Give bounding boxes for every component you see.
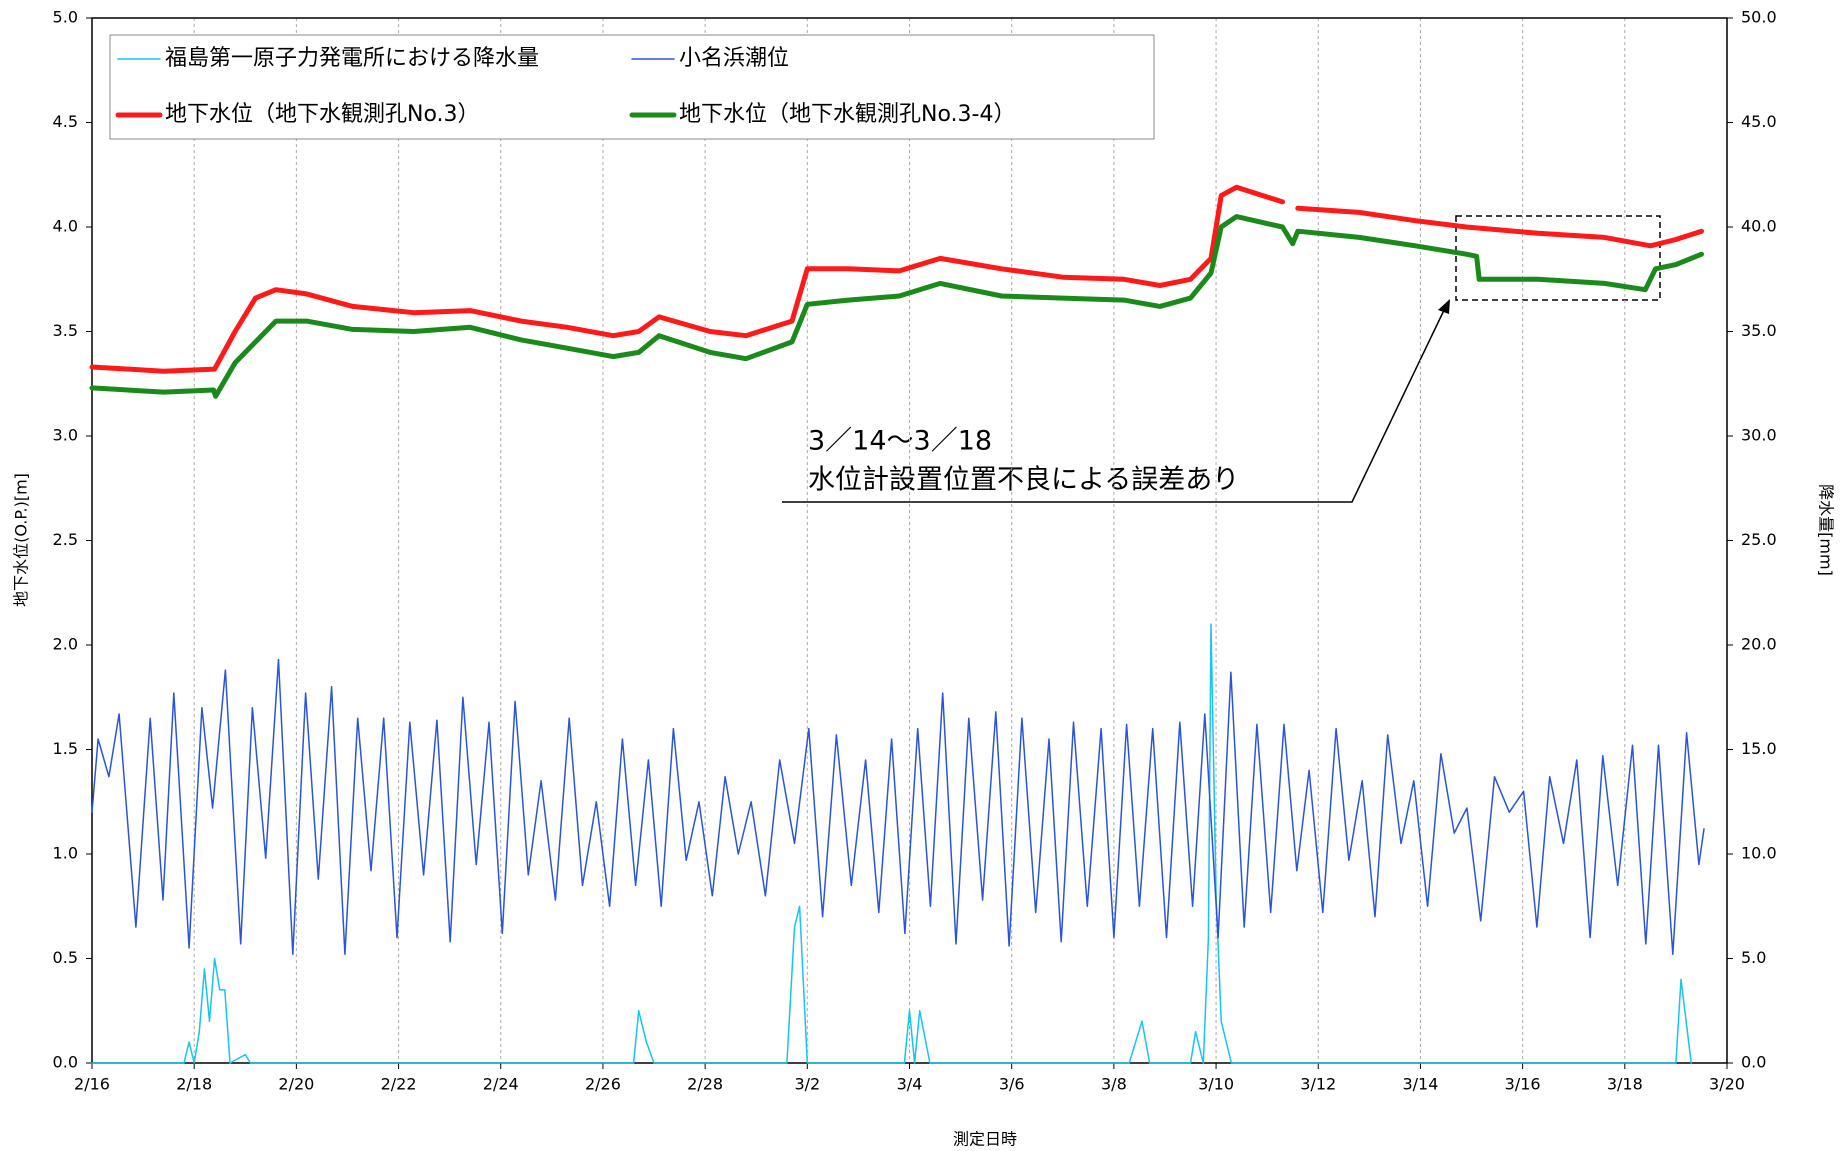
y-axis-label: 地下水位(O.P.)[m] bbox=[12, 473, 31, 607]
y2-tick-label: 25.0 bbox=[1741, 530, 1777, 549]
series-line bbox=[89, 184, 1704, 374]
legend-label: 地下水位（地下水観測孔No.3-4） bbox=[679, 102, 1015, 127]
x-tick-label: 3/8 bbox=[1101, 1075, 1127, 1094]
y2-tick-label: 5.0 bbox=[1741, 948, 1766, 967]
legend-label: 福島第一原子力発電所における降水量 bbox=[165, 46, 539, 71]
y2-axis-label: 降水量[mm] bbox=[1817, 484, 1836, 576]
legend-label: 小名浜潮位 bbox=[679, 46, 789, 71]
legend-label: 地下水位（地下水観測孔No.3） bbox=[165, 102, 480, 127]
annotation-leader bbox=[782, 305, 1447, 503]
x-tick-label: 2/18 bbox=[176, 1075, 212, 1094]
y2-tick-label: 0.0 bbox=[1741, 1053, 1766, 1072]
plot-frame bbox=[91, 17, 1728, 1064]
y-tick-label: 2.0 bbox=[53, 635, 78, 654]
y2-tick-label: 50.0 bbox=[1741, 8, 1777, 27]
x-tick-label: 2/22 bbox=[381, 1075, 417, 1094]
highlight-box bbox=[1455, 215, 1661, 301]
annotation: 3／14～3／18 bbox=[808, 426, 992, 457]
y2-tick-label: 30.0 bbox=[1741, 426, 1777, 445]
x-tick-label: 3/6 bbox=[999, 1075, 1025, 1094]
y-tick-label: 1.0 bbox=[53, 844, 78, 863]
x-tick-label: 3/18 bbox=[1607, 1075, 1643, 1094]
y-tick-label: 3.5 bbox=[53, 321, 78, 340]
x-tick-label: 3/4 bbox=[897, 1075, 923, 1094]
y-tick-label: 3.0 bbox=[53, 426, 78, 445]
arrow-head bbox=[1438, 299, 1450, 314]
x-tick-label: 2/20 bbox=[278, 1075, 314, 1094]
x-tick-label: 2/28 bbox=[687, 1075, 723, 1094]
y-tick-label: 2.5 bbox=[53, 530, 78, 549]
y2-tick-label: 10.0 bbox=[1741, 844, 1777, 863]
grid bbox=[193, 18, 1626, 1063]
x-tick-label: 2/24 bbox=[483, 1075, 519, 1094]
legend-box bbox=[109, 34, 1155, 140]
x-tick-label: 3/12 bbox=[1300, 1075, 1336, 1094]
y-tick-label: 5.0 bbox=[53, 8, 78, 27]
x-tick-label: 3/20 bbox=[1709, 1075, 1745, 1094]
x-tick-label: 3/10 bbox=[1198, 1075, 1234, 1094]
annotation: 水位計設置位置不良による誤差あり bbox=[808, 465, 1239, 496]
y2-tick-label: 15.0 bbox=[1741, 739, 1777, 758]
y-tick-label: 4.5 bbox=[53, 112, 78, 131]
y2-tick-label: 20.0 bbox=[1741, 635, 1777, 654]
x-tick-label: 3/2 bbox=[794, 1075, 820, 1094]
y-tick-label: 0.0 bbox=[53, 1053, 78, 1072]
y-tick-label: 1.5 bbox=[53, 739, 78, 758]
series-line bbox=[91, 658, 1705, 956]
y-tick-label: 4.0 bbox=[53, 217, 78, 236]
y2-tick-label: 45.0 bbox=[1741, 112, 1777, 131]
series-line bbox=[91, 623, 1692, 1064]
x-tick-label: 3/16 bbox=[1505, 1075, 1541, 1094]
y2-tick-label: 35.0 bbox=[1741, 321, 1777, 340]
x-axis-label: 測定日時 bbox=[953, 1130, 1017, 1149]
x-tick-label: 2/16 bbox=[74, 1075, 110, 1094]
series-line bbox=[89, 214, 1704, 399]
y-tick-label: 0.5 bbox=[53, 948, 78, 967]
x-tick-label: 3/14 bbox=[1402, 1075, 1438, 1094]
y2-tick-label: 40.0 bbox=[1741, 217, 1777, 236]
x-tick-label: 2/26 bbox=[585, 1075, 621, 1094]
